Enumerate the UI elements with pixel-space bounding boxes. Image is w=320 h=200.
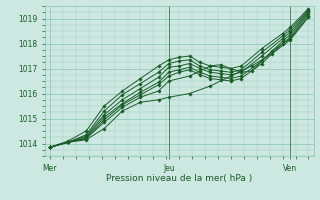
X-axis label: Pression niveau de la mer( hPa ): Pression niveau de la mer( hPa )	[106, 174, 252, 183]
